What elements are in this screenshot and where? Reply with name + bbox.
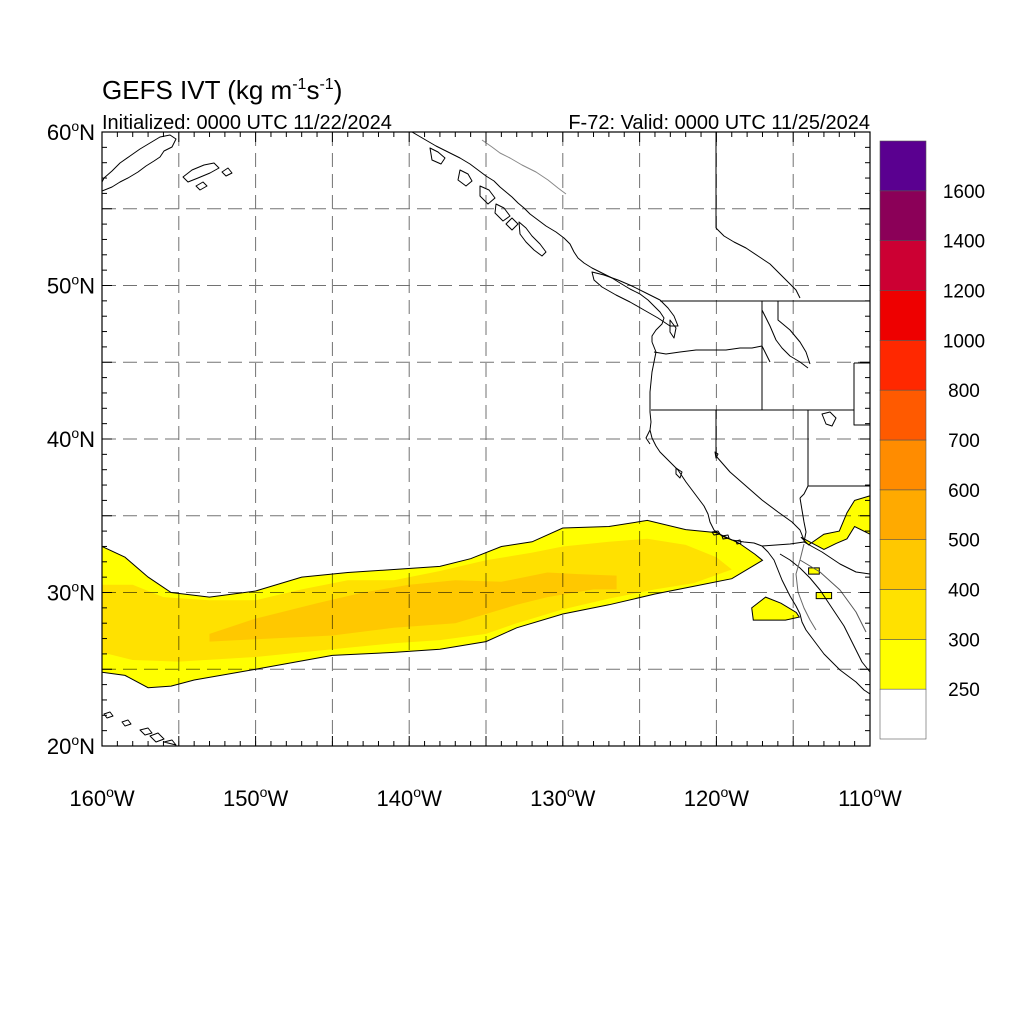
ivt-region-6 — [209, 572, 617, 642]
lat-label: 50oN — [47, 272, 95, 299]
title-superscript-1: -1 — [292, 76, 306, 93]
colorbar-label: 1200 — [943, 282, 985, 303]
colorbar-swatch — [879, 489, 927, 540]
great-salt-lake — [821, 411, 837, 427]
lat-label: 60oN — [47, 118, 95, 145]
california-nevada-border — [715, 410, 805, 541]
sf-bay — [675, 467, 683, 479]
lon-label: 140oW — [377, 784, 443, 811]
lat-label: 40oN — [47, 425, 95, 452]
lon-label: 110oW — [838, 784, 902, 811]
vancouver-island — [591, 271, 679, 327]
map-frame — [101, 131, 871, 747]
colorbar-label: 1600 — [943, 182, 985, 203]
alaska-panhandle-border — [481, 139, 567, 195]
title-close: ) — [334, 75, 343, 105]
alaska-coastline — [102, 134, 177, 192]
map-title: GEFS IVT (kg m-1s-1) — [102, 75, 342, 105]
colorbar-label: 1400 — [943, 232, 985, 253]
colorbar-swatch — [879, 539, 927, 590]
title-s: s — [306, 75, 319, 105]
alaska-islets — [195, 167, 233, 191]
colorbar-swatch — [879, 340, 927, 391]
mexico-interior-line — [799, 559, 867, 633]
colorbar-label: 500 — [948, 531, 980, 552]
lon-label: 150oW — [223, 784, 289, 811]
colorbar-label: 800 — [948, 381, 980, 402]
colorbar-swatch — [879, 439, 927, 491]
idaho-montana-border — [761, 301, 809, 369]
colorbar: 250 300 400 500 600 700 800 1000 1200 1400 1600 — [879, 140, 985, 740]
colorbar-label: 700 — [948, 431, 980, 452]
initialized-label: Initialized: 0000 UTC 11/22/2024 — [102, 112, 392, 134]
lon-label: 160oW — [69, 784, 135, 811]
colorbar-swatch — [879, 290, 927, 341]
haida-gwaii — [518, 221, 547, 257]
axis-ticks — [101, 131, 871, 747]
colorbar-swatch — [879, 589, 927, 640]
alexander-archipelago — [429, 147, 519, 231]
hawaii-islands — [103, 711, 177, 746]
valid-time-label: F-72: Valid: 0000 UTC 11/25/2024 — [568, 112, 870, 134]
geography-layer — [102, 132, 870, 746]
colorado-river — [799, 497, 807, 543]
bc-mainland-coastline — [411, 132, 665, 342]
kodiak-island — [182, 162, 220, 183]
wa-or-border — [653, 345, 771, 363]
west-coast-coastline — [649, 341, 870, 695]
lat-label: 20oN — [47, 732, 95, 759]
wyoming-border — [853, 362, 870, 426]
axis-labels: 160oW 150oW 140oW 130oW 120oW 110oW 60oN 50oN 40… — [47, 118, 902, 811]
lon-label: 130oW — [530, 784, 596, 811]
colorbar-swatch — [879, 240, 927, 291]
colorbar-swatch — [879, 389, 927, 441]
colorbar-label: 600 — [948, 481, 980, 502]
colorbar-label: 400 — [948, 581, 980, 602]
ivt-shading — [102, 495, 870, 689]
graticule — [102, 132, 870, 746]
colorbar-swatch — [879, 688, 927, 740]
cape-mendocino — [645, 429, 651, 445]
continental-divide-line — [715, 227, 801, 299]
colorbar-swatch — [879, 190, 927, 241]
puget-sound — [669, 319, 677, 339]
lat-label: 30oN — [47, 579, 95, 606]
ivt-region-1 — [800, 495, 870, 551]
colorbar-label: 300 — [948, 630, 980, 651]
us-mexico-border — [761, 541, 870, 575]
title-superscript-2: -1 — [319, 76, 333, 93]
colorbar-label: 1000 — [943, 331, 985, 352]
lon-label: 120oW — [684, 784, 750, 811]
colorbar-swatch — [879, 639, 927, 690]
colorbar-label: 250 — [948, 680, 980, 701]
nevada-utah-border — [799, 410, 809, 499]
colorbar-swatch — [879, 140, 927, 192]
ivt-region-2 — [751, 596, 801, 621]
alberta-line — [777, 301, 811, 365]
